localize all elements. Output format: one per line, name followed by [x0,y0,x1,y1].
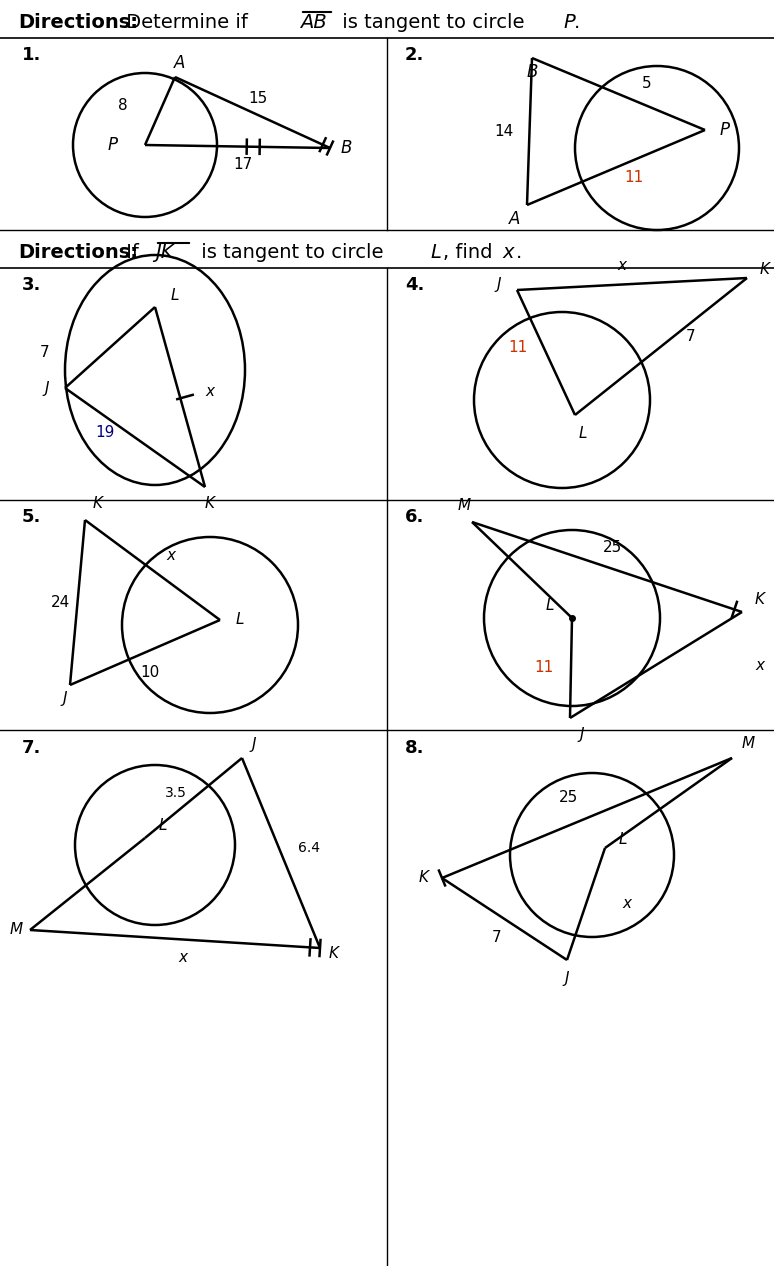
Text: 5.: 5. [22,508,41,525]
Text: 19: 19 [95,425,115,441]
Text: 2.: 2. [405,46,424,65]
Text: 24: 24 [51,595,70,610]
Text: x: x [503,243,515,262]
Text: 7: 7 [491,929,502,944]
Text: 25: 25 [560,790,579,805]
Text: K: K [760,262,770,277]
Text: x: x [179,950,187,965]
Text: L: L [430,243,441,262]
Text: J: J [497,277,502,292]
Text: 3.: 3. [22,276,41,294]
Text: 25: 25 [602,539,622,555]
Text: K: K [205,495,215,510]
Text: 8.: 8. [405,739,424,757]
Text: A: A [174,54,186,72]
Text: 3.5: 3.5 [165,786,187,800]
Text: x: x [206,385,214,400]
Text: M: M [741,737,755,752]
Text: 11: 11 [625,170,644,185]
Text: , find: , find [443,243,498,262]
Text: .: . [516,243,522,262]
Text: L: L [159,819,167,833]
Text: 4.: 4. [405,276,424,294]
Text: J: J [252,737,256,752]
Text: B: B [341,139,351,157]
Text: 11: 11 [534,661,553,676]
Text: .: . [574,13,580,32]
Text: L: L [618,833,627,847]
Text: P: P [720,122,730,139]
Text: 11: 11 [509,341,528,354]
Text: K: K [329,946,339,961]
Text: P: P [563,13,575,32]
Text: If: If [120,243,146,262]
Text: 8: 8 [118,99,128,114]
Text: is tangent to circle: is tangent to circle [195,243,390,262]
Text: Directions:: Directions: [18,243,138,262]
Text: Directions:: Directions: [18,13,138,32]
Text: x: x [166,547,175,562]
Text: J: J [580,727,584,742]
Text: Determine if: Determine if [120,13,254,32]
Text: is tangent to circle: is tangent to circle [336,13,531,32]
Text: J: J [565,971,569,985]
Text: L: L [546,599,554,614]
Text: 7.: 7. [22,739,41,757]
Text: 6.4: 6.4 [298,841,320,855]
Text: x: x [755,657,765,672]
Text: JK: JK [155,243,173,262]
Text: M: M [9,923,22,938]
Text: 7: 7 [40,346,50,360]
Text: 6.: 6. [405,508,424,525]
Text: J: J [63,691,67,706]
Text: 15: 15 [248,91,267,106]
Text: A: A [509,210,521,228]
Text: L: L [171,287,180,303]
Text: K: K [419,871,429,885]
Text: 10: 10 [140,665,159,680]
Text: 14: 14 [494,124,513,139]
Text: J: J [45,381,50,395]
Text: x: x [618,258,626,273]
Text: 1.: 1. [22,46,41,65]
Text: B: B [526,63,538,81]
Text: M: M [457,499,471,514]
Text: L: L [579,425,587,441]
Text: 5: 5 [642,76,651,91]
Text: P: P [108,135,118,154]
Text: x: x [622,896,632,912]
Text: 7: 7 [687,329,696,344]
Text: 17: 17 [233,157,252,172]
Text: K: K [755,592,765,608]
Text: K: K [93,496,103,511]
Text: L: L [236,613,245,628]
Text: AB: AB [300,13,327,32]
